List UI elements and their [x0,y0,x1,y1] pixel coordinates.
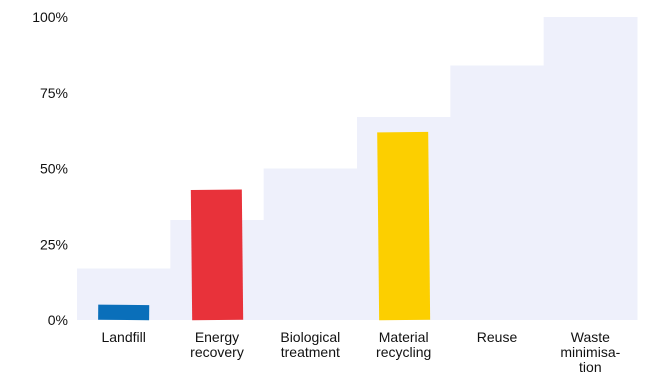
x-category-label-line: Energy [195,329,239,345]
background-step-5 [450,65,545,320]
x-category-label-line: Biological [280,329,340,345]
background-step-6 [543,17,638,320]
x-category-label: Biological treatment [280,329,340,360]
x-category-label: Waste minimisa-tion [560,329,620,375]
y-tick-label: 75% [40,85,68,101]
x-axis: Landfill Energy recovery Biological treatmen… [101,329,620,375]
bar-landfill [98,304,150,321]
x-category-label-line: Material [379,329,429,345]
x-category-label: Landfill [101,329,145,345]
x-category-label: Energy recovery [190,329,244,360]
bar-material-recycling [377,131,431,321]
x-category-label-line: recycling [376,344,431,360]
y-tick-label: 100% [32,9,68,25]
x-category-label: Material recycling [376,329,431,360]
x-category-label-line: recovery [190,344,244,360]
x-category-label-line: Waste [571,329,610,345]
background-steps [77,17,638,321]
x-category-label: Reuse [477,329,518,345]
y-tick-label: 25% [40,236,68,252]
bar-energy-recovery [190,189,244,321]
x-category-label-line: Reuse [477,329,518,345]
bars [98,131,431,321]
background-step-3 [263,168,358,320]
y-tick-label: 0% [48,312,68,328]
x-category-label-line: treatment [281,344,340,360]
y-axis: 0% 25% 50% 75% 100% [32,9,68,328]
x-category-label-line: Landfill [101,329,145,345]
x-category-label-line: minimisa- [560,344,620,360]
y-tick-label: 50% [40,161,68,177]
x-category-label-line: tion [579,359,602,375]
